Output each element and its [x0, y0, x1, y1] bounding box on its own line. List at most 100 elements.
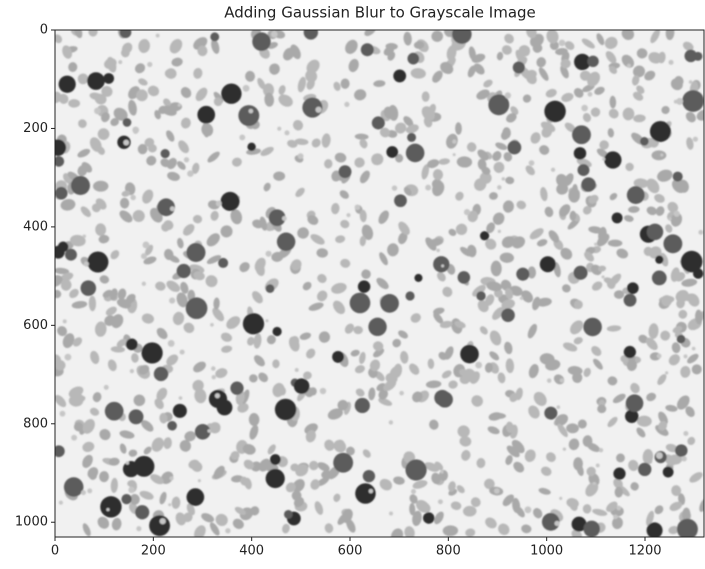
red-cell [350, 349, 360, 357]
small-spot [94, 107, 101, 115]
dark-cell [581, 177, 596, 192]
red-cell [221, 345, 233, 353]
red-cell [428, 103, 436, 115]
red-cell [626, 359, 637, 372]
red-cell [427, 159, 440, 169]
red-cell [93, 180, 109, 192]
red-cell [560, 58, 571, 69]
small-spot [169, 476, 174, 481]
red-cell [448, 228, 457, 237]
red-cell [171, 496, 181, 509]
red-cell [569, 501, 578, 511]
red-cell [211, 39, 220, 54]
small-spot [130, 195, 136, 201]
red-cell [183, 322, 195, 333]
red-cell [373, 341, 384, 352]
red-cell [533, 391, 547, 406]
red-cell [383, 106, 394, 119]
red-cell [506, 445, 520, 458]
small-spot [147, 61, 153, 68]
red-cell [383, 379, 397, 392]
red-cell [361, 224, 374, 240]
red-cell [172, 311, 185, 326]
red-cell [485, 517, 497, 529]
red-cell [462, 505, 477, 517]
small-spot [601, 275, 605, 279]
red-cell [264, 92, 275, 107]
red-cell [455, 122, 462, 135]
small-spot [463, 209, 471, 216]
dark-cell [572, 125, 591, 145]
red-cell [398, 232, 408, 245]
red-cell [354, 157, 365, 168]
small-spot [452, 139, 457, 144]
dark-cell [460, 344, 479, 364]
dark-cell [186, 243, 206, 263]
dark-cell [516, 267, 530, 281]
dark-cell [583, 520, 600, 537]
red-cell [607, 376, 618, 386]
red-cell [536, 297, 552, 307]
dark-cell [682, 90, 704, 112]
red-cell [501, 299, 515, 310]
small-spot [211, 366, 216, 371]
red-cell [467, 244, 477, 258]
red-cell [81, 162, 93, 173]
red-cell [253, 333, 262, 349]
dark-cell [663, 234, 683, 254]
red-cell [97, 128, 110, 140]
small-spot [265, 319, 269, 323]
y-tick-label: 200 [23, 121, 48, 136]
red-cell [432, 169, 444, 181]
dark-cell [613, 467, 626, 480]
dark-cell [269, 454, 281, 465]
dark-cell [283, 510, 293, 519]
red-cell [477, 300, 489, 313]
red-cell [82, 418, 95, 434]
red-cell [57, 326, 68, 337]
small-spot [179, 349, 185, 355]
small-spot [410, 488, 417, 495]
red-cell [378, 398, 393, 406]
red-cell [391, 528, 404, 537]
small-spot [598, 447, 604, 453]
red-cell [596, 33, 605, 46]
red-cell [317, 274, 327, 283]
small-spot [524, 506, 532, 514]
red-cell [361, 269, 371, 279]
red-cell [628, 459, 639, 472]
dark-cell [357, 280, 371, 293]
red-cell [665, 224, 673, 233]
red-cell [638, 334, 648, 344]
red-cell [119, 197, 130, 209]
small-spot [125, 461, 130, 465]
red-cell [249, 374, 258, 383]
dark-cell [625, 409, 639, 424]
red-cell [513, 461, 525, 473]
small-spot [497, 185, 502, 190]
red-cell [689, 472, 703, 483]
dark-cell [680, 250, 703, 273]
red-cell [308, 302, 324, 311]
red-cell [359, 351, 366, 365]
red-cell [505, 176, 515, 185]
red-cell [393, 476, 405, 485]
dark-cell [247, 142, 256, 152]
red-cell [477, 149, 489, 161]
red-cell [501, 45, 512, 55]
small-spot [475, 361, 483, 369]
red-cell [658, 411, 668, 425]
red-cell [505, 358, 515, 374]
red-cell [295, 187, 305, 198]
red-cell [393, 363, 403, 378]
y-tick-label: 600 [23, 318, 48, 333]
small-spot [558, 39, 566, 47]
dark-cell [65, 248, 77, 261]
small-spot [587, 91, 593, 97]
red-cell [364, 30, 377, 37]
red-cell [121, 190, 131, 197]
red-cell [68, 99, 81, 108]
red-cell [138, 78, 148, 86]
red-cell [526, 30, 537, 39]
red-cell [237, 403, 249, 413]
